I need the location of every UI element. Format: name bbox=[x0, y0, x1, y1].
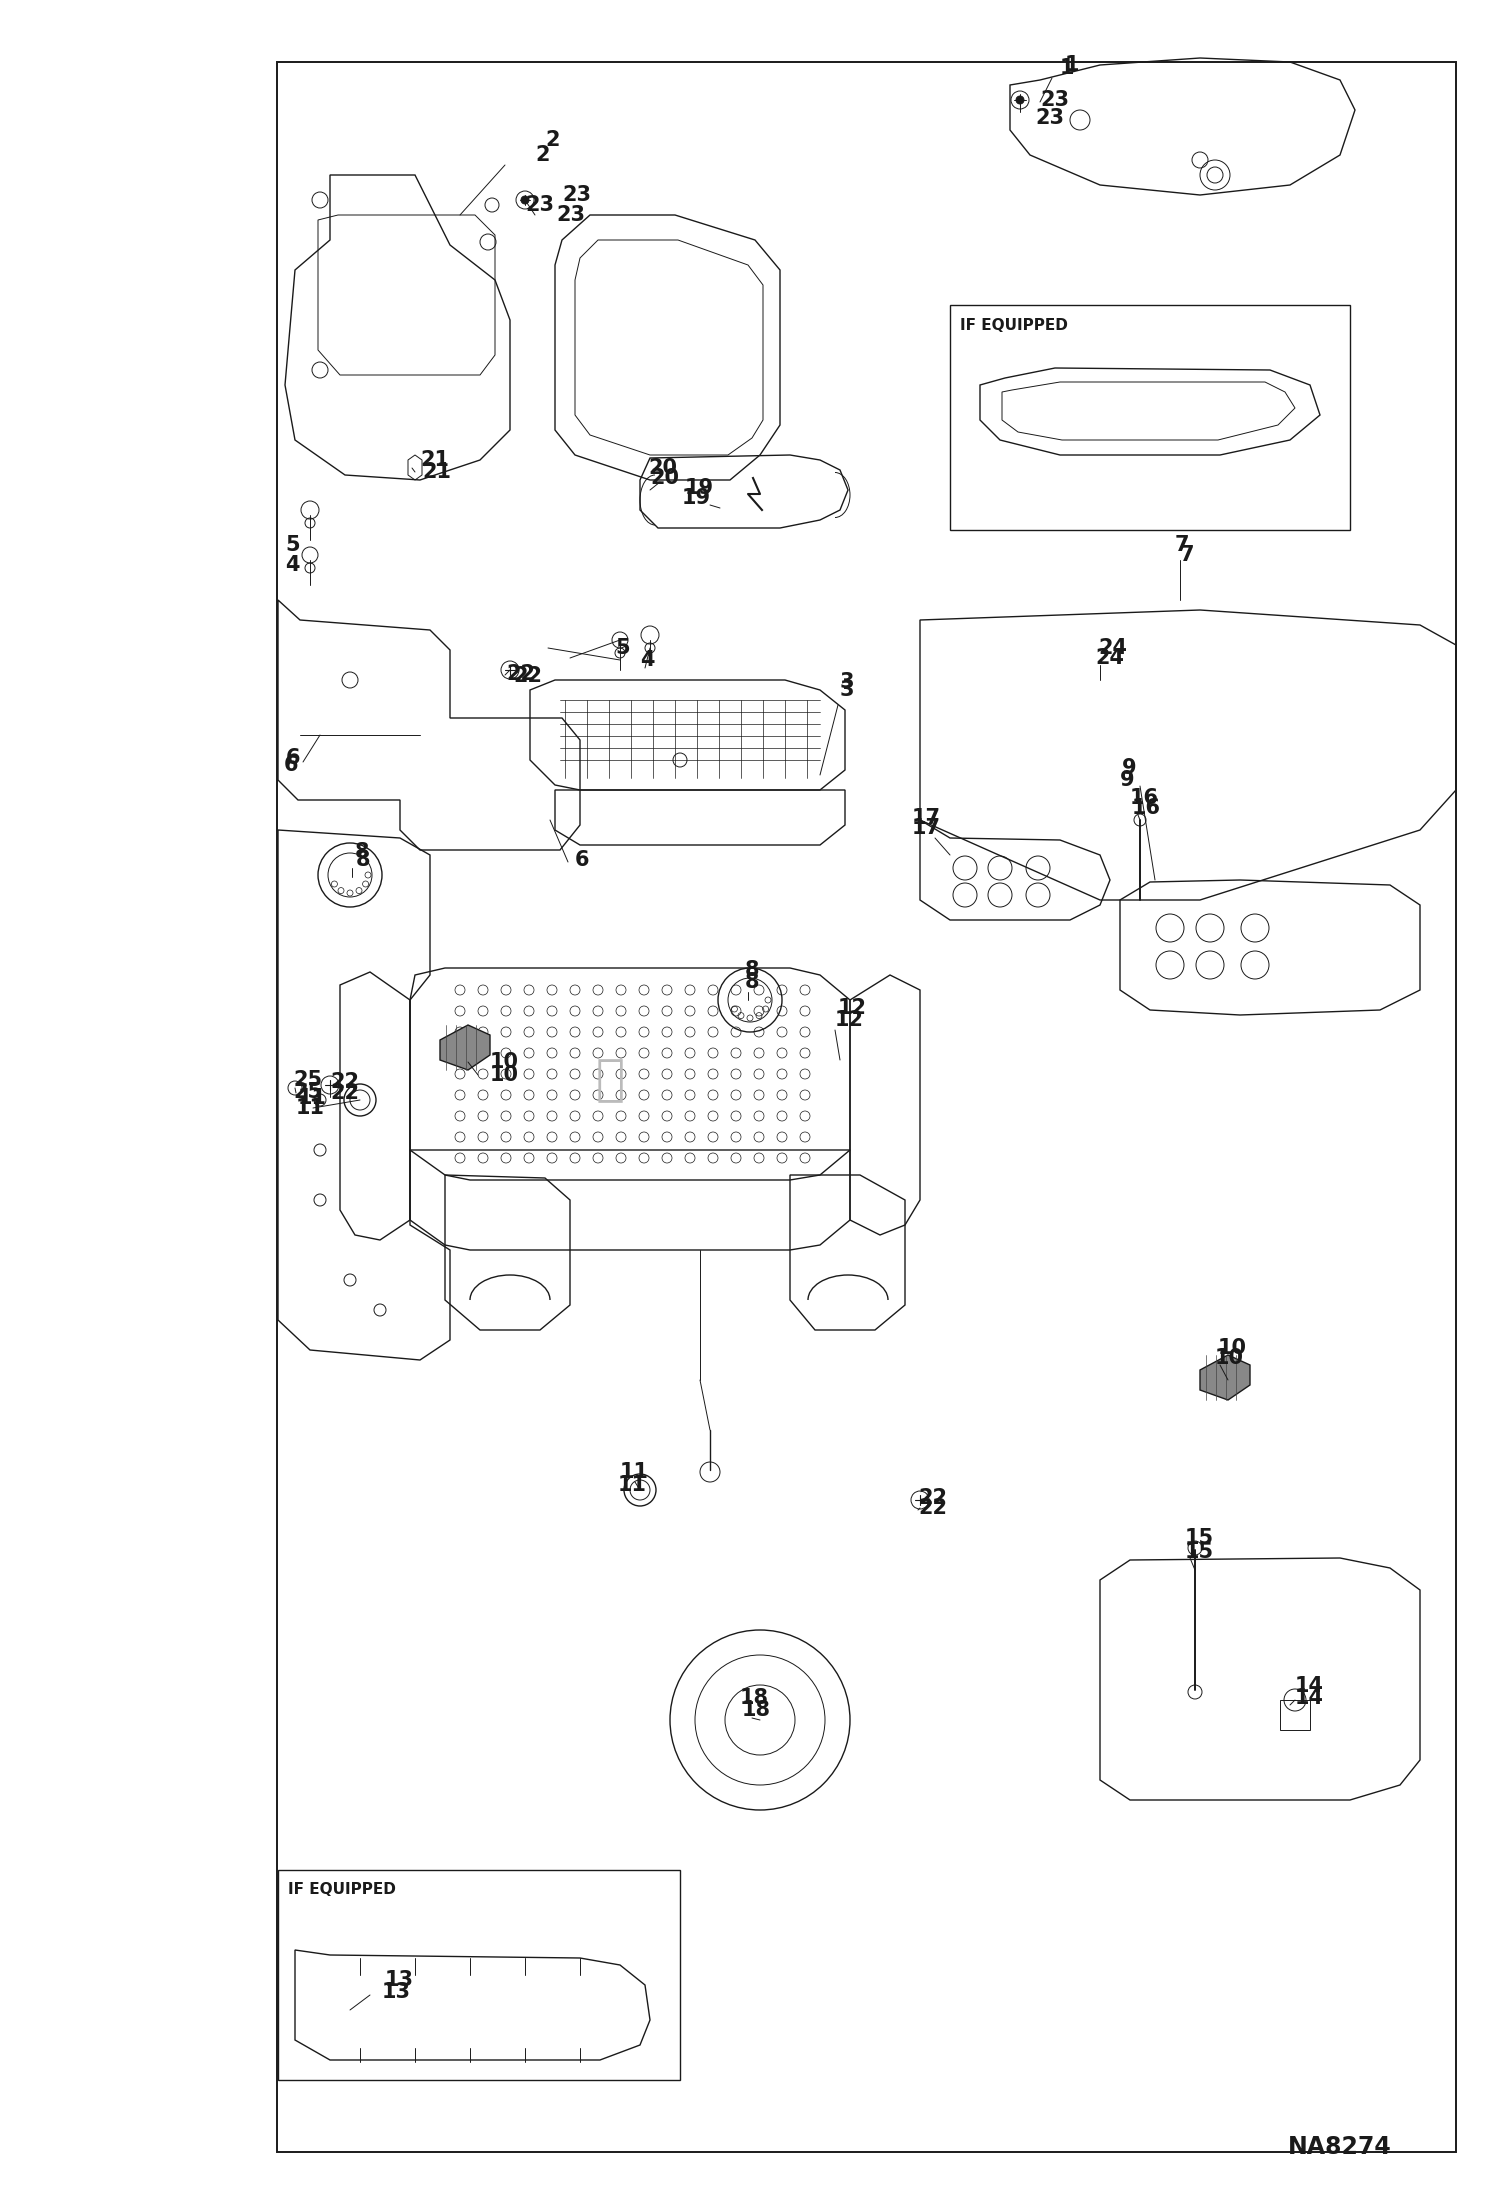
Polygon shape bbox=[440, 1024, 490, 1070]
Text: 14: 14 bbox=[1294, 1689, 1324, 1708]
Text: 25: 25 bbox=[294, 1070, 322, 1090]
Text: 21: 21 bbox=[419, 450, 449, 469]
Text: 8: 8 bbox=[357, 851, 370, 871]
Text: 23: 23 bbox=[524, 195, 554, 215]
Text: 2: 2 bbox=[545, 129, 559, 149]
Text: 3: 3 bbox=[840, 680, 854, 700]
Text: IF EQUIPPED: IF EQUIPPED bbox=[960, 318, 1068, 333]
Text: 10: 10 bbox=[490, 1053, 518, 1072]
Text: 4: 4 bbox=[640, 649, 655, 671]
Text: 6: 6 bbox=[575, 851, 590, 871]
Text: 15: 15 bbox=[1185, 1529, 1213, 1548]
Text: 10: 10 bbox=[1218, 1338, 1246, 1357]
Text: 23: 23 bbox=[1040, 90, 1070, 110]
Text: 11: 11 bbox=[297, 1099, 325, 1118]
Text: 13: 13 bbox=[382, 1982, 410, 2002]
Text: 20: 20 bbox=[649, 458, 677, 478]
Text: 3: 3 bbox=[840, 671, 854, 693]
Text: 13: 13 bbox=[385, 1969, 413, 1989]
Text: 9: 9 bbox=[1122, 759, 1137, 779]
Text: 10: 10 bbox=[490, 1066, 518, 1086]
Text: 23: 23 bbox=[556, 204, 586, 226]
Text: 8: 8 bbox=[745, 971, 759, 991]
Text: 22: 22 bbox=[506, 664, 535, 684]
Text: 10: 10 bbox=[1215, 1349, 1243, 1368]
Text: 16: 16 bbox=[1132, 798, 1161, 818]
Text: 22: 22 bbox=[918, 1498, 947, 1518]
Text: 22: 22 bbox=[512, 667, 542, 686]
Text: 11: 11 bbox=[619, 1476, 647, 1496]
Text: 24: 24 bbox=[1095, 647, 1124, 669]
Bar bbox=[277, 61, 1456, 2151]
Bar bbox=[1279, 1700, 1309, 1730]
Polygon shape bbox=[1200, 1355, 1249, 1399]
Text: 18: 18 bbox=[742, 1700, 771, 1719]
Text: 24: 24 bbox=[1098, 638, 1126, 658]
Text: 12: 12 bbox=[837, 998, 867, 1018]
Text: 🦅: 🦅 bbox=[595, 1057, 625, 1103]
Text: 21: 21 bbox=[422, 463, 451, 482]
Text: 5: 5 bbox=[285, 535, 300, 555]
Text: 4: 4 bbox=[285, 555, 300, 575]
Text: 17: 17 bbox=[912, 807, 941, 829]
Text: 2: 2 bbox=[535, 145, 550, 164]
Text: 8: 8 bbox=[745, 961, 759, 980]
Text: 19: 19 bbox=[682, 489, 712, 509]
Text: 25: 25 bbox=[294, 1081, 322, 1103]
Text: 22: 22 bbox=[330, 1072, 360, 1092]
Text: 1: 1 bbox=[1065, 55, 1080, 75]
Text: 22: 22 bbox=[330, 1083, 360, 1103]
Text: 14: 14 bbox=[1294, 1675, 1324, 1695]
Text: 17: 17 bbox=[912, 818, 941, 838]
Text: 11: 11 bbox=[620, 1463, 649, 1482]
Text: 20: 20 bbox=[650, 467, 679, 489]
Text: 23: 23 bbox=[1035, 107, 1064, 127]
Text: 5: 5 bbox=[616, 638, 629, 658]
Text: 7: 7 bbox=[1174, 535, 1189, 555]
Bar bbox=[279, 1871, 680, 2079]
Text: 8: 8 bbox=[355, 842, 370, 862]
Text: 15: 15 bbox=[1185, 1542, 1213, 1561]
Text: 12: 12 bbox=[834, 1011, 864, 1031]
Text: 6: 6 bbox=[285, 754, 298, 774]
Text: 1: 1 bbox=[1061, 57, 1074, 79]
Text: 6: 6 bbox=[286, 748, 301, 768]
Text: 16: 16 bbox=[1129, 787, 1159, 807]
Text: 9: 9 bbox=[1121, 770, 1134, 789]
Text: IF EQUIPPED: IF EQUIPPED bbox=[288, 1882, 395, 1897]
Circle shape bbox=[1016, 96, 1025, 103]
Text: 22: 22 bbox=[918, 1489, 947, 1509]
Circle shape bbox=[521, 195, 529, 204]
Text: NA8274: NA8274 bbox=[1288, 2136, 1392, 2158]
Text: 7: 7 bbox=[1180, 546, 1194, 566]
Bar bbox=[950, 305, 1350, 531]
Text: 19: 19 bbox=[685, 478, 715, 498]
Text: 18: 18 bbox=[740, 1689, 768, 1708]
Text: 23: 23 bbox=[562, 184, 592, 204]
Text: 11: 11 bbox=[298, 1088, 327, 1107]
